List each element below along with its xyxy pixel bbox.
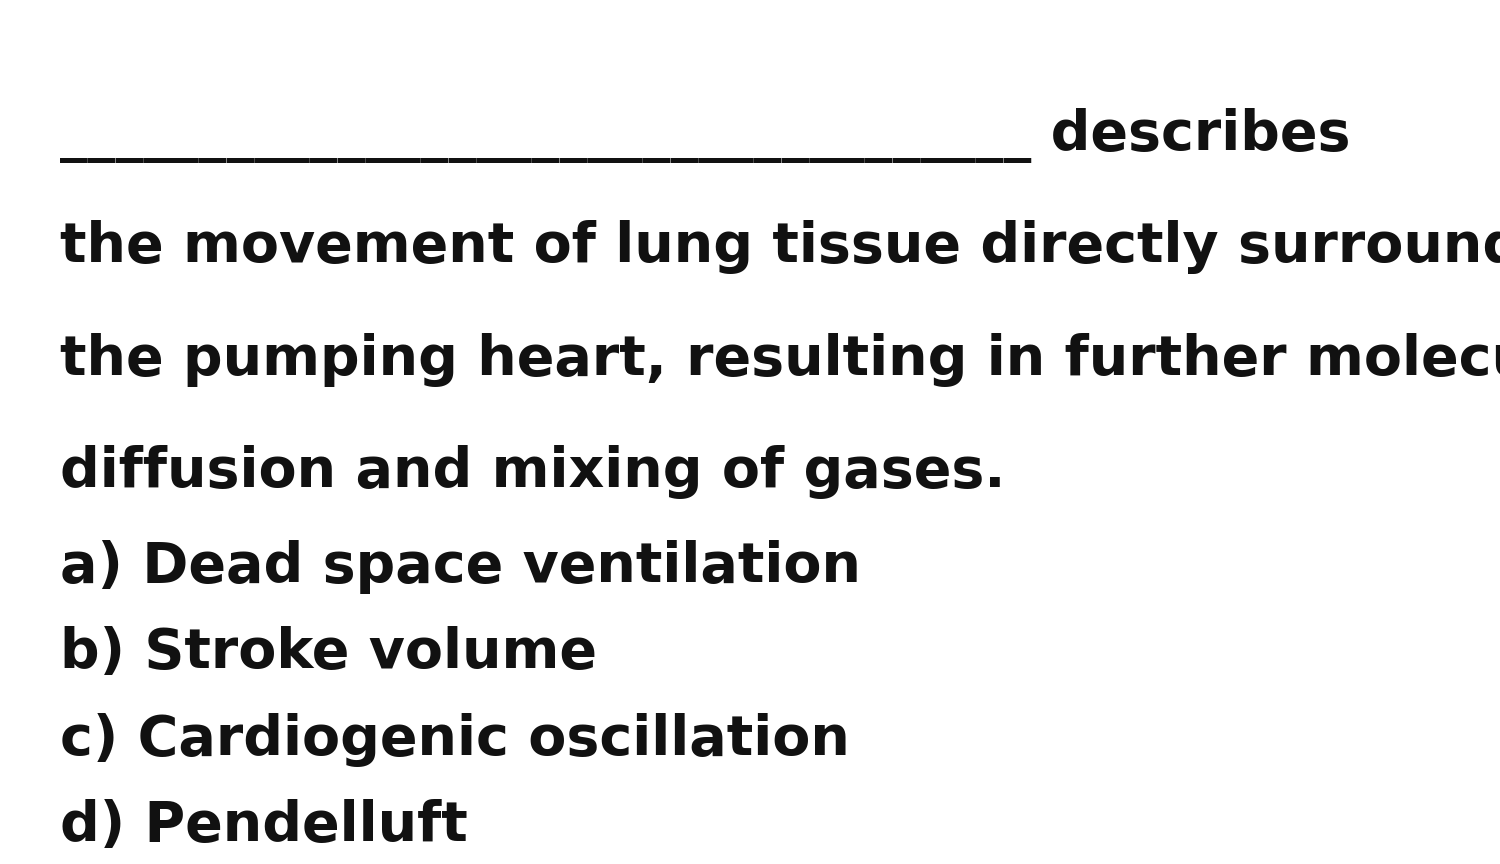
- Text: d) Pendelluft: d) Pendelluft: [60, 799, 468, 854]
- Text: b) Stroke volume: b) Stroke volume: [60, 626, 597, 681]
- Text: diffusion and mixing of gases.: diffusion and mixing of gases.: [60, 445, 1005, 499]
- Text: ___________________________________ describes: ___________________________________ desc…: [60, 108, 1350, 163]
- Text: c) Cardiogenic oscillation: c) Cardiogenic oscillation: [60, 713, 850, 767]
- Text: the pumping heart, resulting in further molecular: the pumping heart, resulting in further …: [60, 333, 1500, 387]
- Text: a) Dead space ventilation: a) Dead space ventilation: [60, 540, 861, 594]
- Text: the movement of lung tissue directly surrounding: the movement of lung tissue directly sur…: [60, 220, 1500, 275]
